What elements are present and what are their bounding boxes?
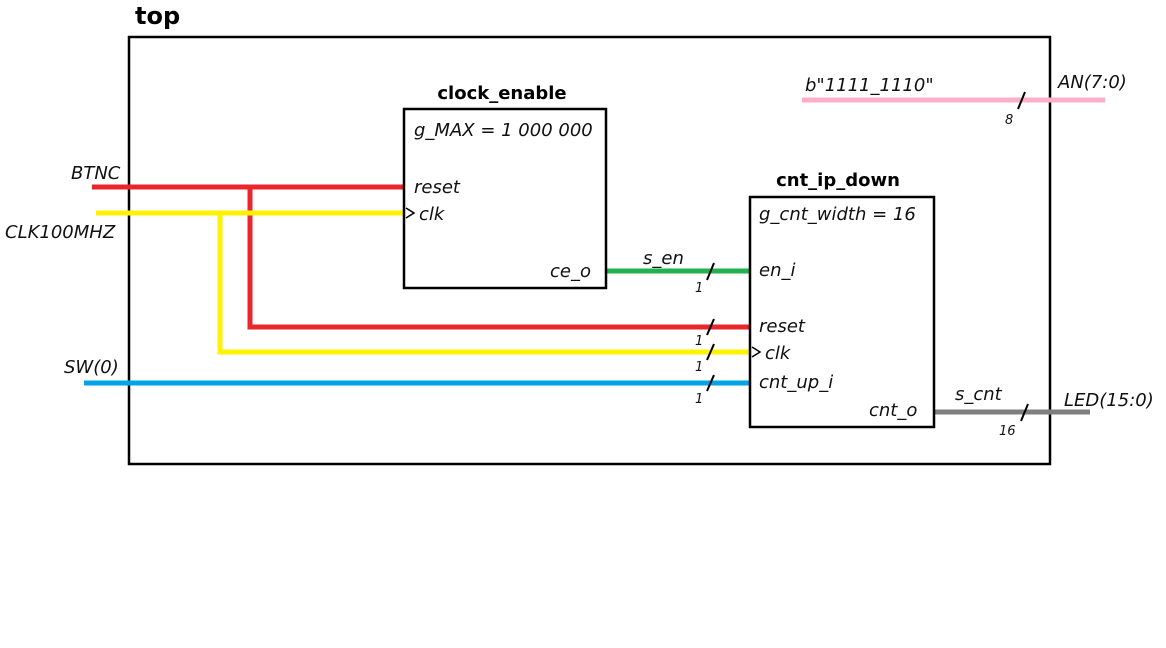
wires: [84, 97, 1105, 415]
clk-width-label: 1: [695, 360, 703, 375]
an-width-slash: [1017, 91, 1026, 110]
reset-branch-wire: [247, 187, 750, 330]
clock-enable-block: clock_enable g_MAX = 1 000 000 reset clk…: [402, 83, 608, 290]
cnt-ip-down-generic: g_cnt_width = 16: [759, 204, 916, 225]
s-en-width-label: 1: [695, 281, 703, 296]
top-module-title: top: [135, 2, 180, 30]
clock-enable-clk-marker-icon: [405, 207, 416, 219]
clk100mhz-input-label: CLK100MHZ: [5, 222, 116, 243]
led-width-slash: [1020, 403, 1029, 422]
clock-enable-clk-port: clk: [419, 204, 446, 225]
clock-enable-title: clock_enable: [437, 83, 566, 104]
an-width-label: 8: [1005, 113, 1013, 128]
cnt-ip-down-block: cnt_ip_down g_cnt_width = 16 en_i reset …: [748, 170, 936, 429]
cnt-ip-down-box: [748, 195, 936, 429]
cnt-ip-down-cnt-up-i-port: cnt_up_i: [759, 372, 833, 393]
sw-width-slash: [706, 374, 715, 392]
cnt-ip-down-clk-marker-icon: [751, 346, 762, 358]
s-en-signal-label: s_en: [643, 248, 684, 269]
reset-width-label: 1: [695, 334, 703, 349]
cnt-ip-down-title: cnt_ip_down: [776, 170, 900, 191]
reset-width-slash: [706, 318, 715, 336]
sw0-input-label: SW(0): [64, 357, 119, 378]
an-constant-value: b"1111_1110": [805, 75, 934, 96]
s-en-width-slash: [706, 262, 715, 281]
led-output-label: LED(15:0): [1064, 390, 1154, 411]
cnt-ip-down-clk-port: clk: [765, 343, 792, 364]
top-module-frame: [127, 35, 1052, 466]
clock-enable-box: [402, 107, 608, 290]
s-cnt-signal-label: s_cnt: [955, 384, 1003, 405]
clock-enable-reset-port: reset: [414, 177, 461, 198]
an-output-label: AN(7:0): [1057, 72, 1127, 93]
cnt-ip-down-reset-port: reset: [759, 316, 806, 337]
sw-width-label: 1: [695, 392, 703, 407]
clock-enable-ce-o-port: ce_o: [550, 261, 591, 282]
led-width-label: 16: [999, 424, 1016, 439]
clock-enable-generic: g_MAX = 1 000 000: [414, 120, 593, 141]
cnt-ip-down-en-i-port: en_i: [759, 260, 795, 281]
cnt-ip-down-cnt-o-port: cnt_o: [869, 400, 917, 421]
clk-width-slash: [706, 343, 715, 361]
btnc-input-label: BTNC: [71, 163, 121, 184]
clk-branch-wire: [217, 213, 750, 355]
